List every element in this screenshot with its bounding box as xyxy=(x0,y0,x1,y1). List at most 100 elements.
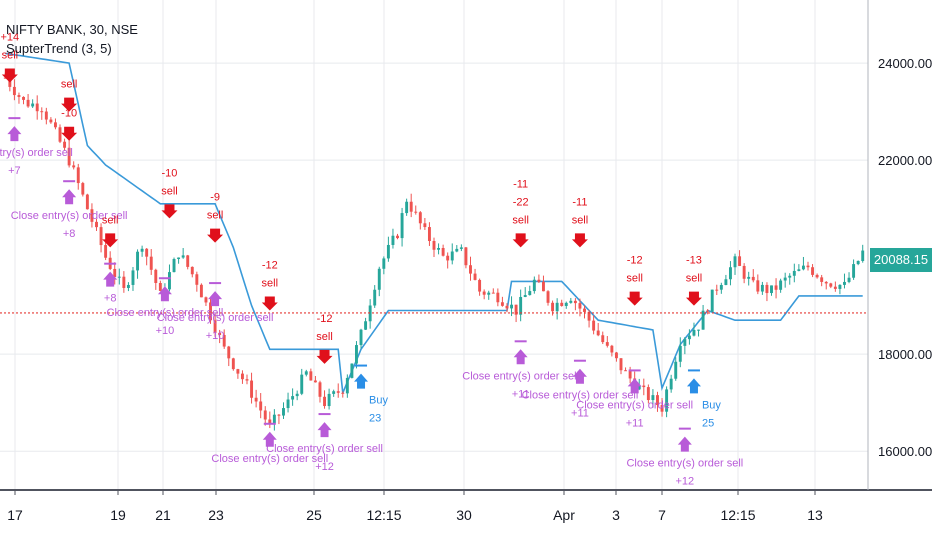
candle-body xyxy=(341,392,345,394)
candle-body xyxy=(300,374,304,394)
signal-label: +10 xyxy=(206,330,225,342)
x-tick-label: 13 xyxy=(807,507,823,523)
indicator-title[interactable]: SupterTrend (3, 5) xyxy=(6,41,112,56)
signal-label: Close entry(s) order sell xyxy=(626,458,743,470)
signal-label: +11 xyxy=(571,408,589,420)
sell-arrow-icon xyxy=(512,233,529,248)
x-tick-label: 7 xyxy=(658,507,666,523)
buy-arrow-icon xyxy=(354,373,369,389)
candle-body xyxy=(469,265,472,274)
candle-body xyxy=(510,304,513,309)
candle-body xyxy=(336,391,340,393)
candle-body xyxy=(368,305,372,322)
close-arrow-icon xyxy=(627,378,642,394)
x-tick-label: 12:15 xyxy=(720,507,755,523)
candle-body xyxy=(117,276,121,278)
candle-body xyxy=(240,373,244,380)
candle-body xyxy=(44,111,48,120)
candle-body xyxy=(478,279,482,292)
candle-body xyxy=(409,201,413,212)
signal-label: sell xyxy=(262,277,279,289)
signal-label: sell xyxy=(512,214,529,226)
candle-body xyxy=(528,291,532,296)
signal-label: +7 xyxy=(8,165,21,177)
sell-arrow-icon xyxy=(685,291,702,306)
y-tick-label: 18000.00 xyxy=(878,347,932,362)
signal-label: 25 xyxy=(702,417,714,429)
candle-body xyxy=(624,370,628,372)
candle-body xyxy=(323,396,326,407)
signal-label: Close entry(s) order sell xyxy=(522,390,639,402)
close-arrow-icon xyxy=(103,271,118,287)
candle-body xyxy=(190,266,194,275)
candle-body xyxy=(446,255,450,261)
candle-body xyxy=(505,305,509,309)
candle-body xyxy=(382,258,386,269)
candle-body xyxy=(327,393,331,407)
signal-label: +11 xyxy=(512,388,530,400)
candle-body xyxy=(751,276,755,281)
signal-label: -22 xyxy=(513,196,529,208)
candle-body xyxy=(487,292,491,295)
x-tick-label: 30 xyxy=(456,507,472,523)
signal-label: Close entry(s) order sell xyxy=(211,453,328,465)
candle-body xyxy=(423,223,427,228)
candle-body xyxy=(847,277,851,282)
candle-body xyxy=(131,270,135,285)
candle-body xyxy=(856,260,860,265)
signal-buy: Buy 23 xyxy=(354,364,388,425)
candle-body xyxy=(560,302,564,306)
signal-label: -12 xyxy=(627,255,643,267)
candle-body xyxy=(674,361,678,379)
candle-body xyxy=(181,255,185,258)
candle-body xyxy=(263,410,267,420)
candle-body xyxy=(514,304,518,315)
candle-body xyxy=(400,213,404,239)
x-tick-label: 21 xyxy=(155,507,171,523)
signal-close: Close entry(s) order sell +8 xyxy=(11,180,128,240)
candle-body xyxy=(564,302,568,306)
signal-sell: -11 -22 sell xyxy=(512,178,529,248)
candle-body xyxy=(537,279,541,282)
candle-body xyxy=(710,289,714,312)
candle-body xyxy=(701,310,705,330)
signal-label: +8 xyxy=(104,293,117,305)
candle-body xyxy=(405,201,409,214)
signal-close: Close entry(s) order sell +11 xyxy=(576,369,693,429)
candle-body xyxy=(277,414,281,416)
y-tick-label: 22000.00 xyxy=(878,153,932,168)
candle-body xyxy=(491,292,495,294)
signal-buy: Buy 25 xyxy=(686,369,721,429)
signal-close: +8 xyxy=(103,262,118,305)
candle-body xyxy=(209,302,212,321)
strategy-signals: +14sellsellClose entry(s) order sell+7-1… xyxy=(0,31,743,487)
close-arrow-icon xyxy=(572,368,587,384)
candle-body xyxy=(245,379,249,381)
candle-body xyxy=(227,346,231,359)
candle-body xyxy=(218,332,222,335)
signal-sell: -10 sell xyxy=(161,167,178,219)
candle-body xyxy=(377,268,381,290)
symbol-title[interactable]: NIFTY BANK, 30, NSE xyxy=(6,22,138,37)
signal-sell: -12 sell xyxy=(626,255,643,306)
candle-body xyxy=(715,289,719,291)
candle-body xyxy=(651,395,655,401)
candle-body xyxy=(204,297,208,303)
candle-body xyxy=(610,345,614,353)
candle-body xyxy=(295,393,299,397)
candle-body xyxy=(555,302,559,312)
candle-body xyxy=(496,292,500,303)
candle-body xyxy=(500,302,504,306)
candle-body xyxy=(838,284,842,289)
candle-body xyxy=(861,250,865,261)
signal-close: Close entry(s) order sell xyxy=(211,422,328,465)
candle-body xyxy=(195,274,199,285)
candle-body xyxy=(177,257,181,260)
candle-body xyxy=(697,329,700,331)
candle-body xyxy=(482,291,486,295)
candle-body xyxy=(309,371,313,381)
candle-body xyxy=(742,265,746,279)
candle-body xyxy=(569,300,573,303)
